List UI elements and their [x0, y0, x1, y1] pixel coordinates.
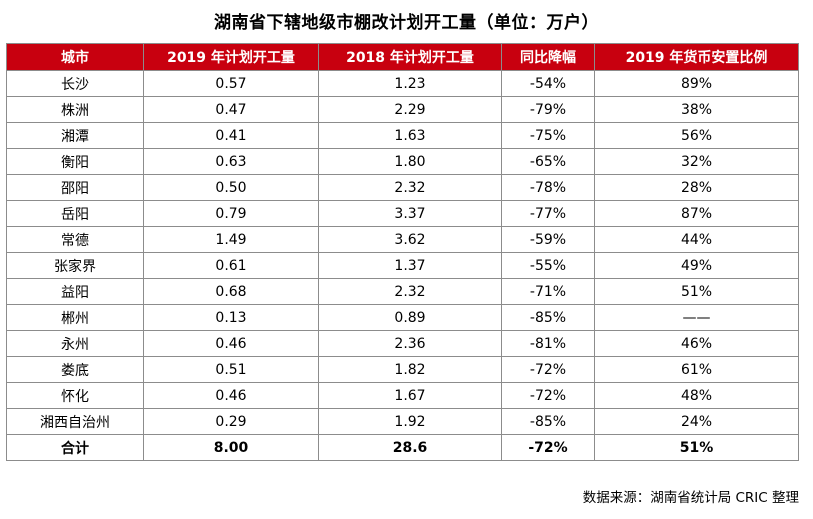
plan-2018-cell: 1.92	[318, 408, 502, 435]
plan-2018-cell: 28.6	[318, 434, 502, 461]
plan-2018-cell: 1.82	[318, 356, 502, 383]
plan-2019-cell: 8.00	[143, 434, 319, 461]
table-row: 长沙 0.57 1.23 -54% 89%	[6, 70, 799, 97]
plan-2019-cell: 0.68	[143, 278, 319, 305]
yoy-decline-cell: -77%	[501, 200, 595, 227]
table-row: 岳阳 0.79 3.37 -77% 87%	[6, 200, 799, 227]
city-cell: 岳阳	[6, 200, 144, 227]
plan-2018-cell: 3.37	[318, 200, 502, 227]
table-row: 益阳 0.68 2.32 -71% 51%	[6, 278, 799, 305]
city-cell: 永州	[6, 330, 144, 357]
table-row: 株洲 0.47 2.29 -79% 38%	[6, 96, 799, 123]
city-cell: 常德	[6, 226, 144, 253]
city-cell: 张家界	[6, 252, 144, 279]
city-cell: 湘西自治州	[6, 408, 144, 435]
source-note: 数据来源：湖南省统计局 CRIC 整理	[582, 490, 799, 506]
cash-ratio-cell: 51%	[594, 434, 799, 461]
cash-ratio-cell: 89%	[594, 70, 799, 97]
table-title: 湖南省下辖地级市棚改计划开工量（单位：万户）	[214, 13, 599, 33]
plan-2019-cell: 0.46	[143, 382, 319, 409]
table-row: 湘西自治州 0.29 1.92 -85% 24%	[6, 408, 799, 435]
plan-2019-cell: 0.41	[143, 122, 319, 149]
cash-ratio-cell: 49%	[594, 252, 799, 279]
cash-ratio-cell: 24%	[594, 408, 799, 435]
table-row: 常德 1.49 3.62 -59% 44%	[6, 226, 799, 253]
column-header-2018-plan: 2018 年计划开工量	[318, 43, 502, 71]
city-cell: 邵阳	[6, 174, 144, 201]
plan-2018-cell: 1.37	[318, 252, 502, 279]
table-row: 邵阳 0.50 2.32 -78% 28%	[6, 174, 799, 201]
plan-2019-cell: 0.13	[143, 304, 319, 331]
city-cell: 益阳	[6, 278, 144, 305]
table-row: 娄底 0.51 1.82 -72% 61%	[6, 356, 799, 383]
table-row: 永州 0.46 2.36 -81% 46%	[6, 330, 799, 357]
city-cell: 怀化	[6, 382, 144, 409]
column-header-2019-plan: 2019 年计划开工量	[143, 43, 319, 71]
plan-2018-cell: 3.62	[318, 226, 502, 253]
yoy-decline-cell: -59%	[501, 226, 595, 253]
cash-ratio-cell: ——	[594, 304, 799, 331]
column-header-cash-ratio: 2019 年货币安置比例	[594, 43, 799, 71]
plan-2019-cell: 0.46	[143, 330, 319, 357]
plan-2019-cell: 1.49	[143, 226, 319, 253]
header-row: 城市 2019 年计划开工量 2018 年计划开工量 同比降幅 2019 年货币…	[6, 43, 799, 71]
city-cell: 合计	[6, 434, 144, 461]
table-row: 怀化 0.46 1.67 -72% 48%	[6, 382, 799, 409]
total-row: 合计 8.00 28.6 -72% 51%	[6, 434, 799, 461]
yoy-decline-cell: -79%	[501, 96, 595, 123]
city-cell: 娄底	[6, 356, 144, 383]
yoy-decline-cell: -81%	[501, 330, 595, 357]
city-cell: 衡阳	[6, 148, 144, 175]
plan-2019-cell: 0.63	[143, 148, 319, 175]
table-row: 郴州 0.13 0.89 -85% ——	[6, 304, 799, 331]
yoy-decline-cell: -55%	[501, 252, 595, 279]
cash-ratio-cell: 56%	[594, 122, 799, 149]
city-cell: 郴州	[6, 304, 144, 331]
yoy-decline-cell: -72%	[501, 356, 595, 383]
plan-2019-cell: 0.47	[143, 96, 319, 123]
plan-2018-cell: 1.23	[318, 70, 502, 97]
plan-2019-cell: 0.57	[143, 70, 319, 97]
yoy-decline-cell: -54%	[501, 70, 595, 97]
column-header-yoy-decline: 同比降幅	[501, 43, 595, 71]
table-row: 湘潭 0.41 1.63 -75% 56%	[6, 122, 799, 149]
yoy-decline-cell: -75%	[501, 122, 595, 149]
cash-ratio-cell: 51%	[594, 278, 799, 305]
yoy-decline-cell: -65%	[501, 148, 595, 175]
yoy-decline-cell: -78%	[501, 174, 595, 201]
cash-ratio-cell: 44%	[594, 226, 799, 253]
city-cell: 湘潭	[6, 122, 144, 149]
cash-ratio-cell: 38%	[594, 96, 799, 123]
plan-2019-cell: 0.79	[143, 200, 319, 227]
cash-ratio-cell: 48%	[594, 382, 799, 409]
plan-2019-cell: 0.50	[143, 174, 319, 201]
yoy-decline-cell: -71%	[501, 278, 595, 305]
column-header-city: 城市	[6, 43, 144, 71]
plan-2019-cell: 0.61	[143, 252, 319, 279]
data-table: 城市 2019 年计划开工量 2018 年计划开工量 同比降幅 2019 年货币…	[6, 43, 799, 461]
cash-ratio-cell: 46%	[594, 330, 799, 357]
plan-2018-cell: 2.29	[318, 96, 502, 123]
cash-ratio-cell: 61%	[594, 356, 799, 383]
cash-ratio-cell: 32%	[594, 148, 799, 175]
plan-2019-cell: 0.51	[143, 356, 319, 383]
plan-2018-cell: 2.36	[318, 330, 502, 357]
yoy-decline-cell: -85%	[501, 304, 595, 331]
plan-2018-cell: 1.80	[318, 148, 502, 175]
plan-2019-cell: 0.29	[143, 408, 319, 435]
plan-2018-cell: 0.89	[318, 304, 502, 331]
table-row: 衡阳 0.63 1.80 -65% 32%	[6, 148, 799, 175]
yoy-decline-cell: -72%	[501, 382, 595, 409]
plan-2018-cell: 1.63	[318, 122, 502, 149]
cash-ratio-cell: 87%	[594, 200, 799, 227]
yoy-decline-cell: -85%	[501, 408, 595, 435]
cash-ratio-cell: 28%	[594, 174, 799, 201]
city-cell: 长沙	[6, 70, 144, 97]
plan-2018-cell: 2.32	[318, 278, 502, 305]
plan-2018-cell: 1.67	[318, 382, 502, 409]
city-cell: 株洲	[6, 96, 144, 123]
table-row: 张家界 0.61 1.37 -55% 49%	[6, 252, 799, 279]
plan-2018-cell: 2.32	[318, 174, 502, 201]
yoy-decline-cell: -72%	[501, 434, 595, 461]
